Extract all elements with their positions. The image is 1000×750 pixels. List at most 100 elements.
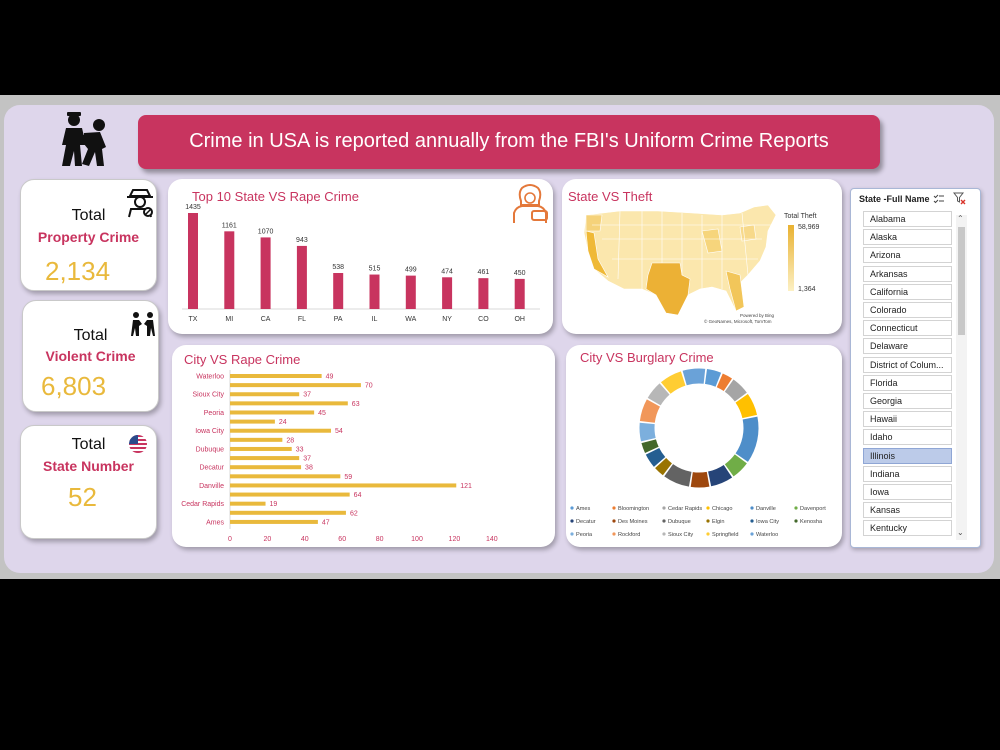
city-bar: [230, 492, 350, 497]
slicer-item[interactable]: Connecticut: [863, 320, 952, 337]
top10-tick-label: CA: [261, 316, 271, 323]
top10-tick-label: PA: [334, 316, 343, 323]
city-data-label: 47: [322, 519, 330, 526]
city-category-label: Decatur: [199, 465, 224, 472]
donut-segment: [655, 457, 673, 476]
slicer-item[interactable]: Georgia: [863, 393, 952, 409]
legend-marker: [662, 506, 666, 510]
city-bar: [230, 419, 275, 424]
theft-legend-max: 58,969: [798, 224, 820, 231]
slicer-item[interactable]: Arizona: [863, 247, 952, 264]
kpi-property-value: 2,134: [45, 256, 111, 286]
kpi-violent-name-label: Violent Crime: [45, 348, 136, 364]
donut-segment: [716, 373, 733, 392]
state-theft-map-card: State VS Theft: [562, 179, 842, 334]
legend-label: Rockford: [618, 532, 640, 538]
slicer-item[interactable]: Illinois: [863, 447, 952, 464]
donut-segment: [664, 463, 692, 487]
legend-label: Chicago: [712, 506, 733, 512]
slicer-item[interactable]: Colorado: [863, 302, 952, 318]
scroll-thumb[interactable]: [958, 227, 965, 335]
slicer-item[interactable]: Indiana: [863, 465, 952, 482]
legend-marker: [706, 519, 710, 523]
slicer-item[interactable]: Kentucky: [863, 520, 952, 537]
donut-segment: [704, 369, 722, 387]
legend-label: Ames: [576, 506, 591, 512]
top10-data-label: 474: [441, 268, 453, 275]
legend-label: Waterloo: [756, 532, 778, 538]
city-x-tick: 140: [486, 536, 498, 543]
slicer-item[interactable]: Iowa: [863, 484, 952, 500]
city-data-label: 19: [270, 501, 278, 508]
donut-segment: [690, 471, 710, 488]
city-data-label: 33: [296, 446, 304, 453]
donut-segment: [724, 379, 747, 402]
theft-legend-title: Total Theft: [784, 213, 817, 220]
city-x-tick: 80: [376, 536, 384, 543]
legend-label: Dubuque: [668, 519, 691, 525]
donut-segment: [682, 368, 706, 386]
city-data-label: 49: [326, 374, 334, 381]
city-data-label: 54: [335, 428, 343, 435]
scroll-up-icon[interactable]: ⌃: [957, 214, 964, 223]
donut-segment: [639, 399, 661, 424]
top10-bar: [188, 213, 198, 309]
city-data-label: 62: [350, 510, 358, 517]
map-attribution: Powered by Bing: [740, 313, 775, 318]
legend-label: Des Moines: [618, 519, 648, 525]
slicer-item[interactable]: Idaho: [863, 429, 952, 446]
dashboard-title: Crime in USA is reported annually from t…: [138, 115, 880, 169]
city-x-tick: 60: [338, 536, 346, 543]
city-category-label: Ames: [206, 519, 224, 526]
legend-label: Sioux City: [668, 532, 693, 538]
kpi-violent-value: 6,803: [41, 371, 107, 401]
city-bar: [230, 392, 300, 397]
slicer-item[interactable]: Kansas: [863, 502, 952, 519]
city-bar: [230, 519, 318, 524]
multi-select-icon[interactable]: [933, 193, 945, 205]
slicer-item[interactable]: Alaska: [863, 229, 952, 246]
clear-filter-icon[interactable]: [953, 192, 966, 205]
kpi-property-name-label: Property Crime: [37, 229, 140, 245]
city-category-label: Danville: [199, 483, 224, 490]
kpi-property-total-label: Total: [71, 207, 106, 224]
legend-marker: [612, 519, 616, 523]
donut-segment: [660, 371, 686, 394]
top10-tick-label: NY: [442, 316, 452, 323]
legend-marker: [662, 532, 666, 536]
top10-data-label: 450: [514, 270, 526, 277]
city-data-label: 38: [305, 465, 313, 472]
legend-marker: [750, 506, 754, 510]
slicer-item[interactable]: Alabama: [863, 211, 952, 227]
city-bar: [230, 501, 266, 506]
kpi-state-total-label: Total: [71, 436, 106, 453]
theft-legend-min: 1,364: [798, 286, 816, 293]
slicer-item[interactable]: Hawaii: [863, 411, 952, 428]
city-burglary-title: City VS Burglary Crime: [580, 350, 714, 365]
state-slicer[interactable]: State -Full Name Alabama Alaska Arizona Ark…: [850, 188, 981, 548]
top10-bar: [224, 231, 235, 309]
city-bar: [230, 428, 331, 433]
legend-label: Cedar Rapids: [668, 506, 702, 512]
legend-marker: [750, 532, 754, 536]
us-flag-icon: [129, 435, 147, 453]
city-category-label: Waterloo: [196, 374, 224, 381]
slicer-item[interactable]: Delaware: [863, 338, 952, 355]
kpi-violent-crime-card: Total Violent Crime 6,803: [22, 300, 159, 412]
slicer-item[interactable]: District of Colum...: [863, 356, 952, 373]
donut-segment: [724, 454, 747, 477]
slicer-item[interactable]: Arkansas: [863, 265, 952, 282]
victim-icon: [513, 184, 548, 223]
legend-marker: [706, 506, 710, 510]
slicer-item[interactable]: California: [863, 283, 952, 300]
city-data-label: 64: [354, 492, 362, 499]
slicer-item[interactable]: Florida: [863, 374, 952, 391]
city-bar: [230, 437, 283, 442]
scroll-down-icon[interactable]: ⌄: [957, 528, 964, 537]
slicer-scrollbar[interactable]: ⌃ ⌄: [956, 214, 967, 540]
city-rape-bars: 49 Waterloo 70 37 Sioux City 63 45 Peoria 24 54 Io…: [181, 370, 498, 543]
police-arrest-icon: [62, 112, 106, 166]
dashboard-panel: Crime in USA is reported annually from t…: [4, 105, 994, 573]
top10-bar: [442, 277, 453, 309]
top10-data-label: 1070: [258, 228, 274, 235]
